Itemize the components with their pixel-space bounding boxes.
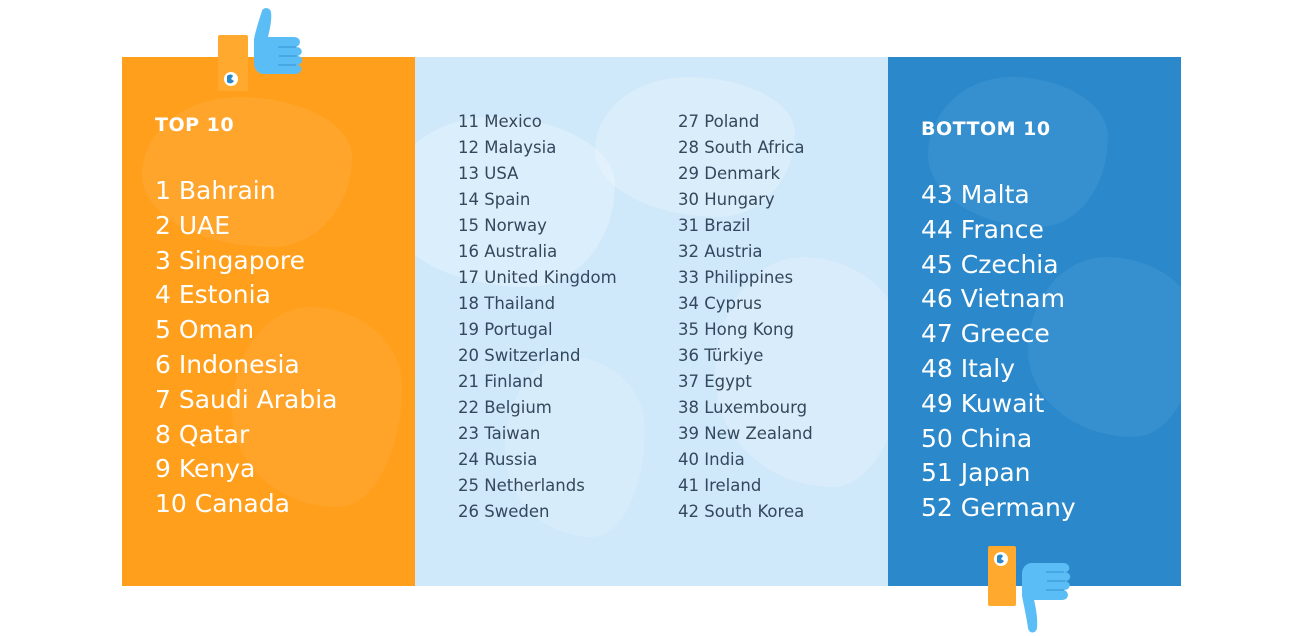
ranking-item: 14 Spain	[458, 190, 531, 209]
ranking-item: 13 USA	[458, 164, 519, 183]
ranking-item: 36 Türkiye	[678, 346, 764, 365]
ranking-item: 35 Hong Kong	[678, 320, 794, 339]
ranking-item: 20 Switzerland	[458, 346, 581, 365]
ranking-item: 15 Norway	[458, 216, 547, 235]
ranking-item: 34 Cyprus	[678, 294, 762, 313]
ranking-item: 41 Ireland	[678, 476, 762, 495]
ranking-item: 30 Hungary	[678, 190, 775, 209]
ranking-item: 25 Netherlands	[458, 476, 585, 495]
middle-rankings-panel: 11 Mexico 12 Malaysia 13 USA 14 Spain 15 Nor…	[415, 57, 888, 586]
top-10-item: 5 Oman	[155, 315, 255, 345]
thumbs-up-icon	[218, 8, 303, 91]
bottom-10-item: 49 Kuwait	[921, 388, 1045, 418]
ranking-item: 17 United Kingdom	[458, 268, 617, 287]
bottom-10-item: 44 France	[921, 214, 1044, 244]
bottom-10-item: 46 Vietnam	[921, 284, 1065, 314]
ranking-item: 21 Finland	[458, 372, 544, 391]
ranking-item: 19 Portugal	[458, 320, 553, 339]
ranking-item: 29 Denmark	[678, 164, 781, 183]
ranking-item: 16 Australia	[458, 242, 558, 261]
bottom-10-item: 51 Japan	[921, 458, 1031, 488]
ranking-item: 22 Belgium	[458, 398, 552, 417]
ranking-item: 37 Egypt	[678, 372, 752, 391]
top-10-title: TOP 10	[155, 114, 235, 136]
ranking-item: 24 Russia	[458, 450, 538, 469]
bottom-10-title: BOTTOM 10	[921, 118, 1051, 140]
ranking-item: 39 New Zealand	[678, 424, 813, 443]
top-10-item: 6 Indonesia	[155, 349, 300, 379]
bottom-10-item: 45 Czechia	[921, 249, 1059, 279]
ranking-item: 28 South Africa	[678, 138, 805, 157]
ranking-item: 18 Thailand	[458, 294, 556, 313]
ranking-item: 42 South Korea	[678, 502, 805, 521]
ranking-item: 40 India	[678, 450, 745, 469]
bottom-10-item: 52 Germany	[921, 493, 1076, 523]
top-10-item: 2 UAE	[155, 210, 231, 240]
ranking-item: 38 Luxembourg	[678, 398, 808, 417]
top-10-item: 9 Kenya	[155, 454, 256, 484]
bottom-10-list: 43 Malta 44 France 45 Czechia 46 Vietnam 47 …	[921, 178, 1076, 526]
rankings-column-1: 11 Mexico 12 Malaysia 13 USA 14 Spain 15 Nor…	[458, 109, 617, 525]
thumbs-down-icon	[988, 546, 1071, 633]
ranking-item: 26 Sweden	[458, 502, 550, 521]
bottom-10-item: 50 China	[921, 423, 1033, 453]
ranking-item: 31 Brazil	[678, 216, 751, 235]
top-10-item: 3 Singapore	[155, 245, 305, 275]
rankings-column-2: 27 Poland 28 South Africa 29 Denmark 30 Hun…	[678, 109, 813, 525]
bottom-10-item: 43 Malta	[921, 180, 1030, 209]
top-10-item: 4 Estonia	[155, 280, 271, 310]
bottom-10-item: 47 Greece	[921, 319, 1050, 349]
top-10-list: 1 Bahrain 2 UAE 3 Singapore 4 Estonia 5 Oman…	[155, 174, 337, 522]
ranking-item: 33 Philippines	[678, 268, 794, 287]
bottom-10-panel: BOTTOM 10 43 Malta 44 France 45 Czechia 46 …	[888, 57, 1181, 586]
top-10-item: 1 Bahrain	[155, 176, 276, 205]
top-10-item: 7 Saudi Arabia	[155, 384, 338, 414]
top-10-panel: TOP 10 1 Bahrain 2 UAE 3 Singapore 4 Estoni…	[122, 57, 415, 586]
ranking-item: 11 Mexico	[458, 112, 542, 131]
ranking-item: 27 Poland	[678, 112, 760, 131]
ranking-item: 12 Malaysia	[458, 138, 557, 157]
top-10-item: 10 Canada	[155, 489, 290, 519]
ranking-item: 32 Austria	[678, 242, 763, 261]
ranking-item: 23 Taiwan	[458, 424, 541, 443]
bottom-10-item: 48 Italy	[921, 353, 1015, 383]
top-10-item: 8 Qatar	[155, 419, 250, 449]
